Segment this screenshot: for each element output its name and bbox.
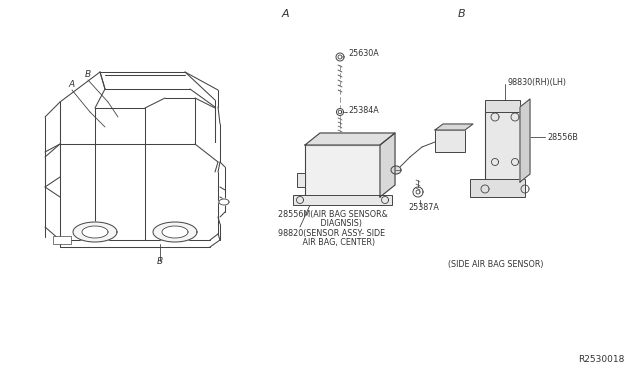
Polygon shape [520, 99, 530, 182]
Polygon shape [521, 185, 529, 193]
Polygon shape [380, 133, 395, 197]
Bar [53, 236, 71, 244]
Polygon shape [219, 199, 229, 205]
Polygon shape [391, 166, 401, 174]
Bar [470, 179, 525, 197]
Text: 28556B: 28556B [547, 132, 578, 141]
Bar [485, 107, 520, 182]
Polygon shape [82, 226, 108, 238]
Polygon shape [481, 185, 489, 193]
Text: B: B [458, 9, 466, 19]
Polygon shape [296, 196, 303, 203]
Polygon shape [413, 187, 423, 197]
Polygon shape [435, 124, 473, 130]
Bar [293, 195, 392, 205]
Bar [485, 100, 520, 112]
Text: 28556M(AIR BAG SENSOR&: 28556M(AIR BAG SENSOR& [278, 210, 388, 219]
Polygon shape [338, 110, 342, 114]
Bar [435, 130, 465, 152]
Polygon shape [73, 222, 117, 242]
Polygon shape [153, 222, 197, 242]
Bar [297, 173, 305, 187]
Text: 25387A: 25387A [408, 202, 439, 212]
Polygon shape [416, 190, 420, 194]
Text: R2530018: R2530018 [579, 356, 625, 365]
Polygon shape [511, 158, 518, 166]
Polygon shape [337, 109, 344, 115]
Text: A: A [69, 80, 75, 89]
Text: 98830(RH)(LH): 98830(RH)(LH) [508, 77, 567, 87]
Text: DIAGNSIS): DIAGNSIS) [298, 219, 362, 228]
Text: (SIDE AIR BAG SENSOR): (SIDE AIR BAG SENSOR) [448, 260, 543, 269]
Text: A: A [281, 9, 289, 19]
Bar [305, 145, 380, 197]
Polygon shape [511, 113, 519, 121]
Text: 25630A: 25630A [348, 48, 379, 58]
Text: B: B [85, 70, 91, 79]
Polygon shape [491, 113, 499, 121]
Polygon shape [492, 158, 499, 166]
Polygon shape [381, 196, 388, 203]
Polygon shape [305, 133, 395, 145]
Text: B: B [157, 257, 163, 266]
Polygon shape [336, 53, 344, 61]
Polygon shape [338, 55, 342, 59]
Polygon shape [162, 226, 188, 238]
Text: 98820(SENSOR ASSY- SIDE: 98820(SENSOR ASSY- SIDE [278, 229, 385, 238]
Text: AIR BAG, CENTER): AIR BAG, CENTER) [290, 238, 375, 247]
Text: 25384A: 25384A [348, 106, 379, 115]
